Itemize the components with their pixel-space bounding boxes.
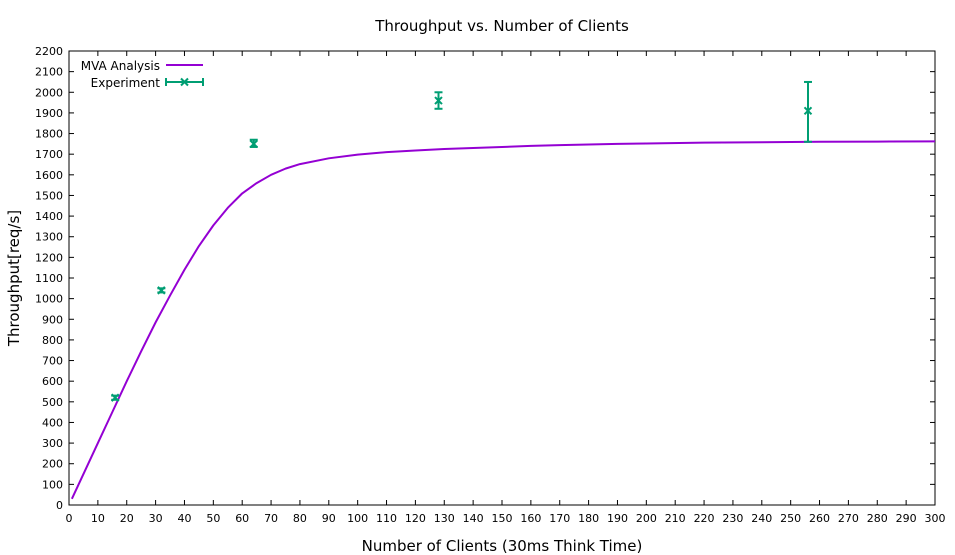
x-tick-label: 290 [896,512,917,525]
x-tick-label: 250 [780,512,801,525]
experiment-marker [803,106,813,116]
x-tick-label: 260 [809,512,830,525]
x-tick-label: 220 [694,512,715,525]
x-tick-label: 240 [751,512,772,525]
y-tick-label: 0 [56,499,63,512]
x-tick-label: 270 [838,512,859,525]
y-tick-label: 100 [42,478,63,491]
x-marker-stroke [180,77,189,87]
legend-sample-experiment [165,77,204,87]
y-tick-label: 400 [42,416,63,429]
experiment-point [803,80,813,143]
experiment-marker [434,96,443,105]
x-tick-label: 50 [206,512,220,525]
y-tick-label: 1900 [35,107,63,120]
x-tick-label: 30 [149,512,163,525]
y-tick-label: 1600 [35,169,63,182]
experiment-point [434,91,443,110]
y-tick-label: 1300 [35,231,63,244]
x-tick-label: 230 [722,512,743,525]
y-tick-label: 300 [42,437,63,450]
x-marker-stroke [110,393,120,402]
y-axis-label: Throughput[req/s] [5,210,23,347]
mva-analysis-line [70,140,936,500]
x-tick-label: 170 [549,512,570,525]
x-tick-label: 70 [264,512,278,525]
x-tick-label: 190 [607,512,628,525]
x-tick-label: 100 [347,512,368,525]
experiment-marker [157,286,166,295]
y-tick-label: 1200 [35,251,63,264]
y-tick-label: 500 [42,396,63,409]
x-tick-label: 90 [322,512,336,525]
y-tick-label: 800 [42,334,63,347]
y-tick-label: 200 [42,458,63,471]
plot-frame [68,50,936,506]
y-tick-label: 2200 [35,45,63,58]
y-tick-label: 2000 [35,86,63,99]
y-tick-label: 1000 [35,293,63,306]
x-tick-label: 120 [405,512,426,525]
x-tick-label: 130 [434,512,455,525]
x-tick-label: 40 [177,512,191,525]
x-tick-label: 200 [636,512,657,525]
x-marker-stroke [157,286,166,295]
legend: MVA Analysis Experiment [81,59,204,90]
x-axis-label: Number of Clients (30ms Think Time) [362,537,643,555]
y-tick-label: 1500 [35,189,63,202]
chart-title: Throughput vs. Number of Clients [374,17,629,35]
experiment-point [110,393,120,402]
y-tick-label: 2100 [35,66,63,79]
x-tick-label: 20 [120,512,134,525]
y-tick-label: 900 [42,313,63,326]
experiment-marker [249,139,258,149]
experiment-marker [110,393,120,402]
experiment-point [249,138,258,149]
x-tick-label: 60 [235,512,249,525]
axis-ticks: 0 10 20 30 40 50 60 70 80 90 100 110 120 130 140 150 160… [35,45,946,525]
y-tick-label: 1700 [35,148,63,161]
y-tick-label: 1800 [35,128,63,141]
x-tick-label: 10 [91,512,105,525]
x-tick-label: 0 [66,512,73,525]
x-marker-stroke [249,139,258,149]
y-tick-label: 700 [42,355,63,368]
x-tick-label: 150 [492,512,513,525]
y-tick-label: 600 [42,375,63,388]
x-tick-label: 80 [293,512,307,525]
legend-label-experiment: Experiment [91,76,161,90]
x-tick-label: 300 [925,512,946,525]
x-tick-label: 140 [463,512,484,525]
x-tick-label: 160 [520,512,541,525]
x-tick-label: 110 [376,512,397,525]
x-marker-stroke [434,96,443,105]
x-marker-stroke [803,106,813,116]
x-tick-label: 210 [665,512,686,525]
x-tick-label: 280 [867,512,888,525]
experiment-point [157,286,166,295]
series-layer [70,80,936,500]
legend-sample-marker [180,77,189,87]
x-tick-label: 180 [578,512,599,525]
y-tick-label: 1400 [35,210,63,223]
y-tick-label: 1100 [35,272,63,285]
legend-label-mva-analysis: MVA Analysis [81,59,160,73]
